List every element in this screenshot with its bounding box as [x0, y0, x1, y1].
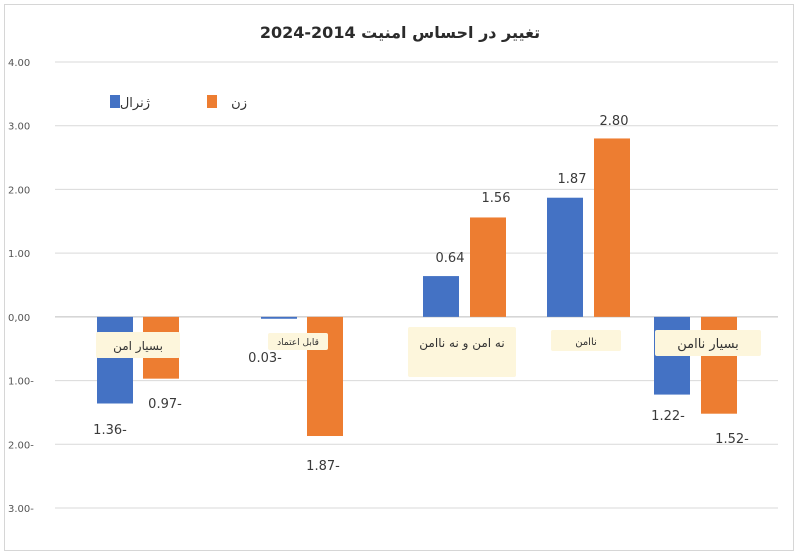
- category-label-box: [655, 330, 761, 356]
- data-label: 1.87-: [306, 459, 340, 474]
- bar-women-2: [470, 217, 506, 317]
- bar-women-3: [594, 138, 630, 317]
- category-label-box: [408, 327, 516, 377]
- data-label: 0.03-: [248, 351, 282, 366]
- data-label: 1.22-: [651, 409, 685, 424]
- chart-title: تغییر در احساس امنیت 2014-2024: [260, 23, 540, 42]
- data-label: 0.97-: [148, 397, 182, 412]
- data-label: 1.52-: [715, 432, 749, 447]
- y-tick-label: 2.00-: [8, 440, 34, 451]
- bar-general-2: [423, 276, 459, 317]
- category-label: ناامن: [575, 337, 597, 348]
- data-label: 1.56: [482, 191, 511, 206]
- bar-general-1: [261, 316, 297, 319]
- category-label: نه امن و نه ناامن: [419, 336, 504, 351]
- bar-general-0: [97, 316, 133, 404]
- legend-swatch-general: [110, 95, 120, 108]
- category-label-box: [268, 333, 328, 350]
- y-tick-label: 0,00: [8, 313, 30, 324]
- data-label: 1.87: [558, 172, 587, 187]
- legend-label: ژنرال: [120, 96, 150, 111]
- data-label: 1.36-: [93, 423, 127, 438]
- y-tick-label: 3.00: [8, 122, 30, 133]
- y-tick-label: 3.00-: [8, 504, 34, 515]
- y-tick-label: 4.00: [8, 58, 30, 69]
- data-label: 2.80: [600, 114, 629, 129]
- category-label-box: [551, 330, 621, 351]
- category-label: قابل اعتماد: [277, 338, 319, 348]
- category-label-box: [96, 332, 180, 358]
- legend-swatch-women: [207, 95, 217, 108]
- y-tick-label: 1.00: [8, 249, 30, 260]
- y-tick-label: 2.00: [8, 185, 30, 196]
- category-label: بسیار ناامن: [677, 337, 739, 352]
- data-label: 0.64: [436, 251, 465, 266]
- category-label: بسیار امن: [113, 339, 163, 354]
- bar-general-3: [547, 197, 583, 317]
- y-tick-label: 1.00-: [8, 377, 34, 388]
- legend-label: زن: [231, 96, 247, 111]
